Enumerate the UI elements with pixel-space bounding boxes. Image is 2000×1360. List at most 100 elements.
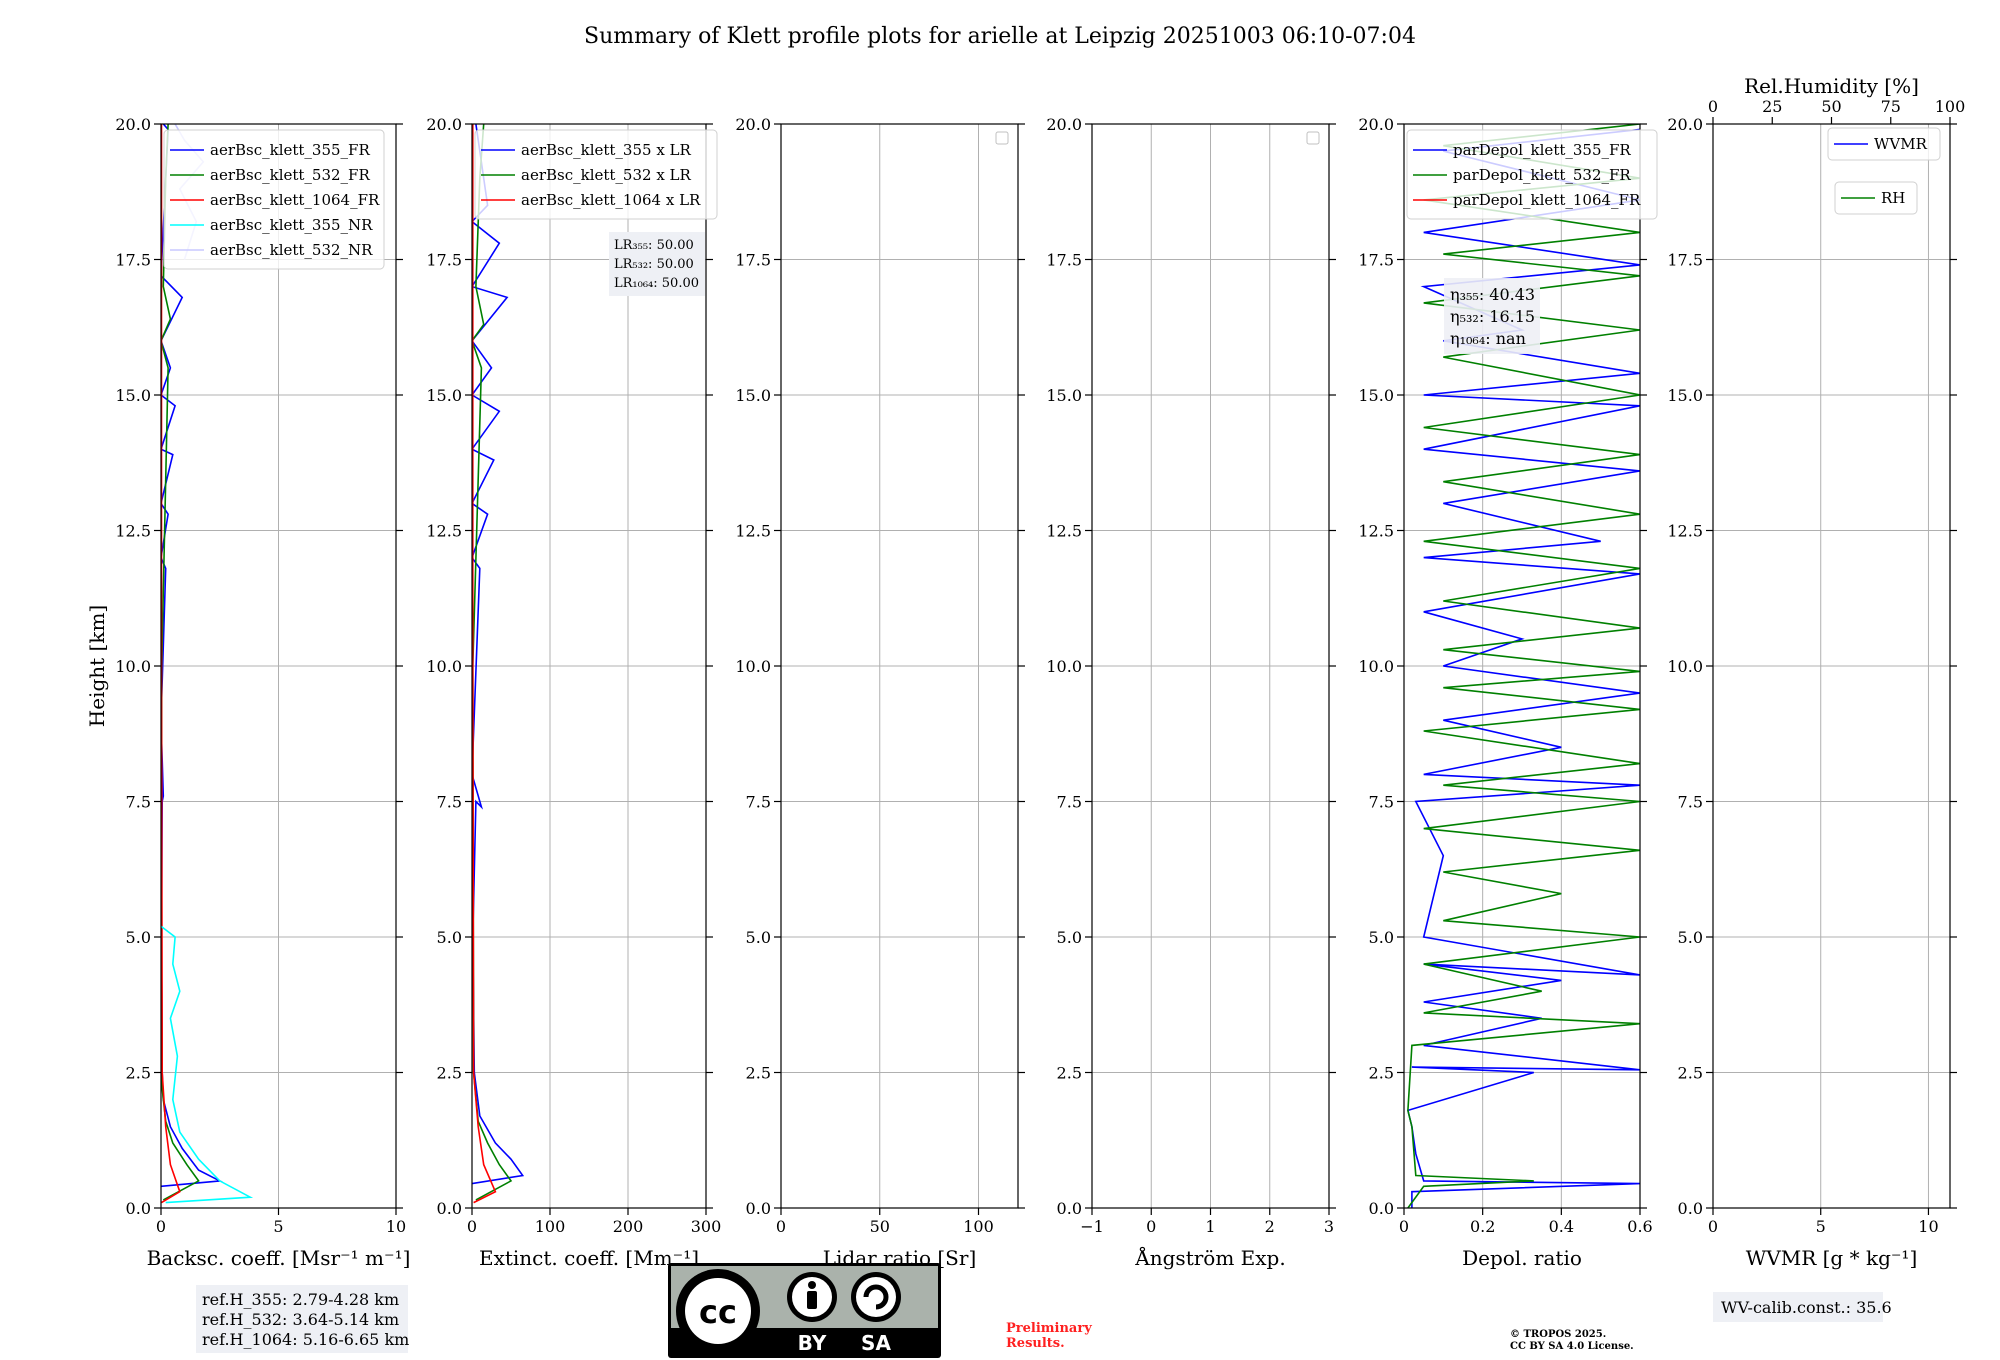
top-tick-label: 100 bbox=[1935, 97, 1966, 116]
preliminary-text: Results. bbox=[1006, 1336, 1065, 1351]
y-tick-label: 20.0 bbox=[735, 115, 771, 134]
series-line-aerBsc_klett_355_FR bbox=[161, 124, 223, 1188]
x-tick-label: −1 bbox=[1080, 1217, 1104, 1236]
top-axis-label: Rel.Humidity [%] bbox=[1744, 74, 1919, 98]
y-tick-label: 17.5 bbox=[426, 251, 462, 270]
series-group bbox=[161, 124, 254, 1204]
y-tick-label: 20.0 bbox=[1358, 115, 1394, 134]
x-tick-label: 50 bbox=[870, 1217, 890, 1236]
y-tick-label: 12.5 bbox=[1358, 522, 1394, 541]
series-line-aerBsc_klett_355_NR bbox=[161, 925, 254, 1204]
x-axis-label: Depol. ratio bbox=[1462, 1246, 1582, 1270]
y-tick-label: 15.0 bbox=[1667, 386, 1703, 405]
y-tick-label: 0.0 bbox=[437, 1199, 462, 1218]
y-tick-label: 0.0 bbox=[746, 1199, 771, 1218]
legend-entry: aerBsc_klett_532_NR bbox=[210, 241, 373, 259]
lr-annotation-box bbox=[609, 232, 705, 296]
y-tick-label: 2.5 bbox=[1057, 1064, 1082, 1083]
legend-box bbox=[163, 129, 385, 270]
eta-annotation: η₃₅₅: 40.43 bbox=[1450, 285, 1535, 304]
x-tick-label: 0 bbox=[156, 1217, 166, 1236]
x-tick-label: 3 bbox=[1324, 1217, 1334, 1236]
x-axis-label: Backsc. coeff. [Msr⁻¹ m⁻¹] bbox=[147, 1246, 411, 1270]
y-tick-label: 2.5 bbox=[1678, 1064, 1703, 1083]
legend-entry: RH bbox=[1881, 189, 1905, 207]
cc-license-logo: cc BY SA bbox=[668, 1263, 941, 1358]
legend-box bbox=[1834, 181, 1918, 215]
y-tick-label: 7.5 bbox=[1057, 793, 1082, 812]
x-tick-label: 5 bbox=[273, 1217, 283, 1236]
y-tick-label: 0.0 bbox=[126, 1199, 151, 1218]
x-axis-label: Ångström Exp. bbox=[1134, 1245, 1285, 1270]
wv-calib-text: WV-calib.const.: 35.6 bbox=[1721, 1298, 1892, 1317]
ref-height-text: ref.H_355: 2.79-4.28 km bbox=[202, 1290, 399, 1309]
x-tick-label: 10 bbox=[1918, 1217, 1938, 1236]
series-line-aerBsc_klett_532_FR bbox=[161, 124, 200, 1201]
panel-lr: 0 50 1000.02.55.07.510.012.515.017.520.0Li… bbox=[735, 115, 1025, 1270]
legend-box bbox=[474, 129, 718, 220]
preliminary-text: Preliminary bbox=[1006, 1321, 1092, 1336]
y-tick-label: 10.0 bbox=[1046, 657, 1082, 676]
lr-annotation: LR₃₅₅: 50.00 bbox=[614, 238, 694, 253]
eta-annotation: η₁₀₆₄: nan bbox=[1450, 329, 1526, 348]
x-tick-label: 0 bbox=[1146, 1217, 1156, 1236]
share-alike-icon bbox=[863, 1284, 889, 1310]
x-tick-label: 0 bbox=[467, 1217, 477, 1236]
copyright-text: © TROPOS 2025. bbox=[1510, 1329, 1606, 1340]
eta-annotation: η₅₃₂: 16.15 bbox=[1450, 307, 1535, 326]
x-tick-label: 200 bbox=[613, 1217, 644, 1236]
person-icon-body bbox=[807, 1291, 817, 1309]
legend-entry: aerBsc_klett_1064_FR bbox=[210, 191, 380, 209]
y-tick-label: 10.0 bbox=[115, 657, 151, 676]
copyright-text: CC BY SA 4.0 License. bbox=[1510, 1341, 1634, 1352]
legend-entry: WVMR bbox=[1874, 135, 1928, 153]
y-tick-label: 0.0 bbox=[1678, 1199, 1703, 1218]
empty-legend-box bbox=[1306, 131, 1320, 145]
y-tick-label: 2.5 bbox=[126, 1064, 151, 1083]
wv-calib-box bbox=[1713, 1292, 1883, 1322]
y-tick-label: 15.0 bbox=[115, 386, 151, 405]
y-tick-label: 15.0 bbox=[735, 386, 771, 405]
series-line-aerBsc_klett_532 x LR bbox=[472, 124, 513, 1201]
y-tick-label: 12.5 bbox=[115, 522, 151, 541]
figure-title: Summary of Klett profile plots for ariel… bbox=[584, 24, 1416, 49]
logo-by-text: BY bbox=[798, 1331, 827, 1355]
ref-height-text: ref.H_1064: 5.16-6.65 km bbox=[202, 1330, 409, 1349]
eta-annotation-box bbox=[1444, 278, 1540, 354]
cc-circle-inner bbox=[685, 1278, 751, 1344]
y-tick-label: 10.0 bbox=[426, 657, 462, 676]
series-line-aerBsc_klett_355 x LR bbox=[472, 124, 525, 1185]
panel-bsc: 0 5 10 0.0 2.5 5.0 7.5 10.0 12.5 15.0 17.5 20.0 Back… bbox=[85, 115, 410, 1270]
ref-height-text: ref.H_532: 3.64-5.14 km bbox=[202, 1310, 399, 1329]
legend-entry: aerBsc_klett_532 x LR bbox=[521, 166, 692, 184]
panel-depol: 0 0.2 0.4 0.6 0.0 2.5 5.0 7.5 10.0 12.5 15.0 17.5 20… bbox=[1358, 115, 1658, 1270]
y-tick-label: 5.0 bbox=[1369, 928, 1394, 947]
y-tick-label: 5.0 bbox=[1057, 928, 1082, 947]
y-tick-label: 20.0 bbox=[1046, 115, 1082, 134]
legend-entry: parDepol_klett_1064_FR bbox=[1453, 191, 1641, 209]
y-axis-label: Height [km] bbox=[85, 605, 109, 727]
y-tick-label: 17.5 bbox=[115, 251, 151, 270]
x-tick-label: 5 bbox=[1816, 1217, 1826, 1236]
y-tick-label: 10.0 bbox=[735, 657, 771, 676]
y-tick-label: 7.5 bbox=[1369, 793, 1394, 812]
empty-legend-box bbox=[995, 131, 1009, 145]
panel-ang: −1 0 1 2 3 0.0 2.5 5.0 7.5 10.0 12.5 15.0 17.5 20.0 Ån… bbox=[1046, 115, 1336, 1270]
legend-entry: aerBsc_klett_355_NR bbox=[210, 216, 373, 234]
top-tick-label: 75 bbox=[1881, 97, 1901, 116]
y-tick-label: 7.5 bbox=[1678, 793, 1703, 812]
top-tick-label: 0 bbox=[1708, 97, 1718, 116]
y-tick-label: 2.5 bbox=[1369, 1064, 1394, 1083]
x-tick-label: 300 bbox=[691, 1217, 722, 1236]
y-tick-label: 5.0 bbox=[746, 928, 771, 947]
y-tick-label: 5.0 bbox=[1678, 928, 1703, 947]
y-tick-label: 20.0 bbox=[115, 115, 151, 134]
x-axis-label: Extinct. coeff. [Mm⁻¹] bbox=[479, 1246, 699, 1270]
y-tick-label: 0.0 bbox=[1369, 1199, 1394, 1218]
x-tick-label: 0 bbox=[1399, 1217, 1409, 1236]
x-axis-label: WVMR [g * kg⁻¹] bbox=[1746, 1246, 1918, 1270]
y-tick-label: 5.0 bbox=[437, 928, 462, 947]
sa-circle-inner bbox=[856, 1277, 896, 1317]
x-tick-label: 0 bbox=[1708, 1217, 1718, 1236]
